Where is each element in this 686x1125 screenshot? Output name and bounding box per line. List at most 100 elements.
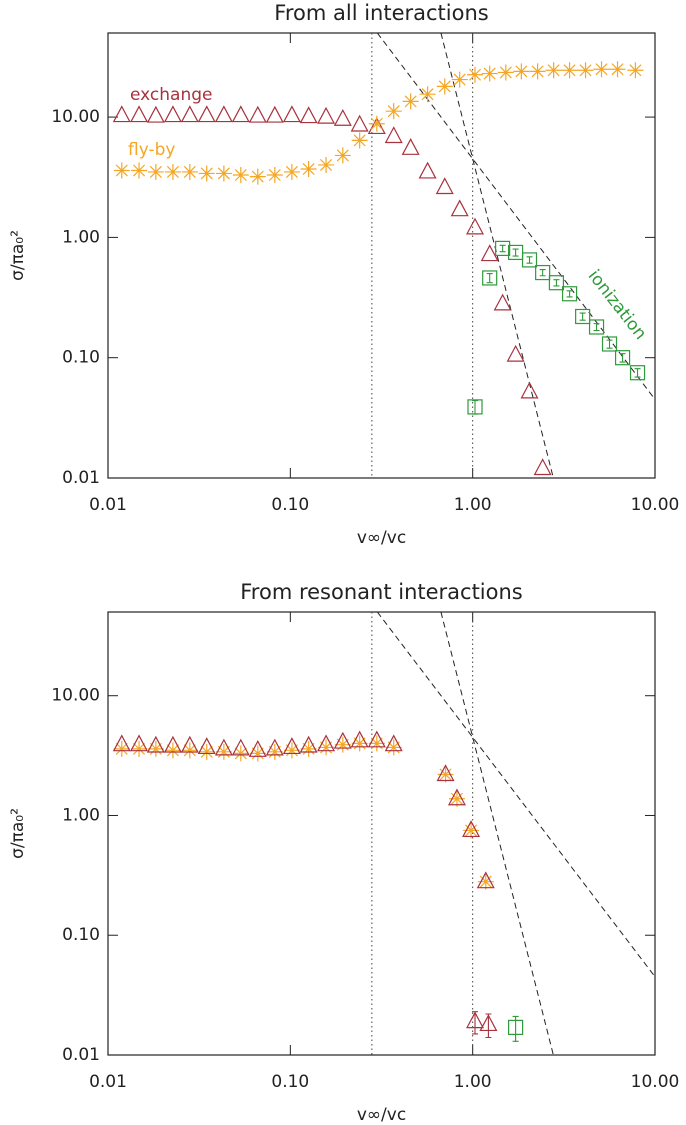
star-marker <box>351 132 368 149</box>
error-bar <box>512 248 519 257</box>
error-bar <box>486 273 493 284</box>
triangle-marker <box>466 217 485 235</box>
star-marker <box>232 167 249 184</box>
star-marker <box>529 63 546 80</box>
error-bar <box>526 256 533 264</box>
x-axis-label: v∞/vc <box>357 528 406 548</box>
star-marker <box>181 742 198 759</box>
star-marker <box>467 66 484 83</box>
star-marker <box>249 168 266 185</box>
error-bar <box>566 290 573 298</box>
star-marker <box>419 86 436 103</box>
star-marker <box>436 78 453 95</box>
star-marker <box>147 163 164 180</box>
star-marker <box>627 62 644 79</box>
triangle-marker <box>282 105 301 123</box>
triangle-marker <box>231 105 250 123</box>
square-marker <box>535 264 551 281</box>
triangle-marker <box>265 738 284 756</box>
triangle-marker <box>214 105 233 123</box>
x-tick-label: 1.00 <box>454 1072 492 1092</box>
triangle-marker <box>333 108 352 126</box>
x-tick-label: 0.01 <box>89 495 127 515</box>
reference-line <box>440 612 554 1055</box>
y-tick-label: 10.00 <box>51 107 100 127</box>
triangle-marker <box>180 735 199 753</box>
triangle-marker <box>493 293 512 311</box>
triangle-marker <box>350 114 369 132</box>
triangle-marker <box>299 106 318 124</box>
star-marker <box>463 822 480 839</box>
error-bar <box>485 1013 492 1039</box>
star-marker <box>513 63 530 80</box>
y-axis-label: σ/πa₀² <box>8 808 28 859</box>
triangle-marker <box>520 381 539 399</box>
triangle-marker <box>476 871 495 889</box>
y-axis-label: σ/πa₀² <box>8 230 28 281</box>
y-tick-label: 0.01 <box>62 1045 100 1065</box>
triangle-marker <box>384 734 403 752</box>
triangle-marker <box>450 199 469 217</box>
triangle-marker <box>436 764 455 782</box>
triangle-marker <box>146 735 165 753</box>
star-marker <box>164 163 181 180</box>
triangle-marker <box>163 735 182 753</box>
triangle-marker <box>130 105 149 123</box>
star-marker <box>318 739 335 756</box>
square-marker <box>561 286 578 302</box>
plot-frame <box>107 611 656 1056</box>
triangle-marker <box>480 244 499 262</box>
star-marker <box>113 162 130 179</box>
x-tick-label: 0.10 <box>271 1072 309 1092</box>
star-marker <box>545 62 562 79</box>
star-marker <box>300 740 317 757</box>
triangle-marker <box>384 126 403 144</box>
triangle-marker <box>333 731 352 749</box>
error-bar <box>499 244 506 253</box>
plot-area <box>112 612 655 1055</box>
triangle-marker <box>533 458 552 476</box>
star-marker <box>437 766 454 783</box>
star-marker <box>334 147 351 164</box>
series-label: fly-by <box>128 140 175 160</box>
triangle-marker <box>367 117 386 135</box>
star-marker <box>266 167 283 184</box>
star-marker <box>385 103 402 120</box>
x-tick-label: 10.00 <box>631 1072 680 1092</box>
triangle-marker <box>350 730 369 748</box>
square-marker <box>508 1019 524 1036</box>
chart-title: From resonant interactions <box>240 580 523 604</box>
chart-title: From all interactions <box>274 1 488 25</box>
x-tick-label: 1.00 <box>454 495 492 515</box>
plot-frame <box>107 32 656 479</box>
plot-area <box>112 33 655 478</box>
triangle-marker <box>197 737 216 755</box>
y-tick-label: 1.00 <box>62 805 100 825</box>
error-bar <box>553 279 560 287</box>
y-tick-label: 0.10 <box>62 925 100 945</box>
star-marker <box>481 65 498 82</box>
square-marker <box>548 275 565 291</box>
star-marker <box>164 742 181 759</box>
star-marker <box>477 873 494 890</box>
square-marker <box>601 336 618 352</box>
error-bar <box>593 323 600 332</box>
triangle-marker <box>214 738 233 756</box>
triangle-marker <box>462 820 481 838</box>
triangle-marker <box>231 738 250 756</box>
star-marker <box>283 742 300 759</box>
triangle-marker <box>466 1011 485 1029</box>
star-marker <box>215 165 232 182</box>
triangle-marker <box>317 106 336 124</box>
triangle-marker <box>435 177 454 195</box>
triangle-marker <box>265 105 284 123</box>
star-marker <box>198 743 215 760</box>
triangle-marker <box>447 788 466 806</box>
star-marker <box>497 64 514 81</box>
x-tick-label: 0.01 <box>89 1072 127 1092</box>
reference-line <box>376 33 655 400</box>
star-marker <box>300 161 317 178</box>
y-tick-label: 0.01 <box>62 468 100 488</box>
star-marker <box>215 743 232 760</box>
